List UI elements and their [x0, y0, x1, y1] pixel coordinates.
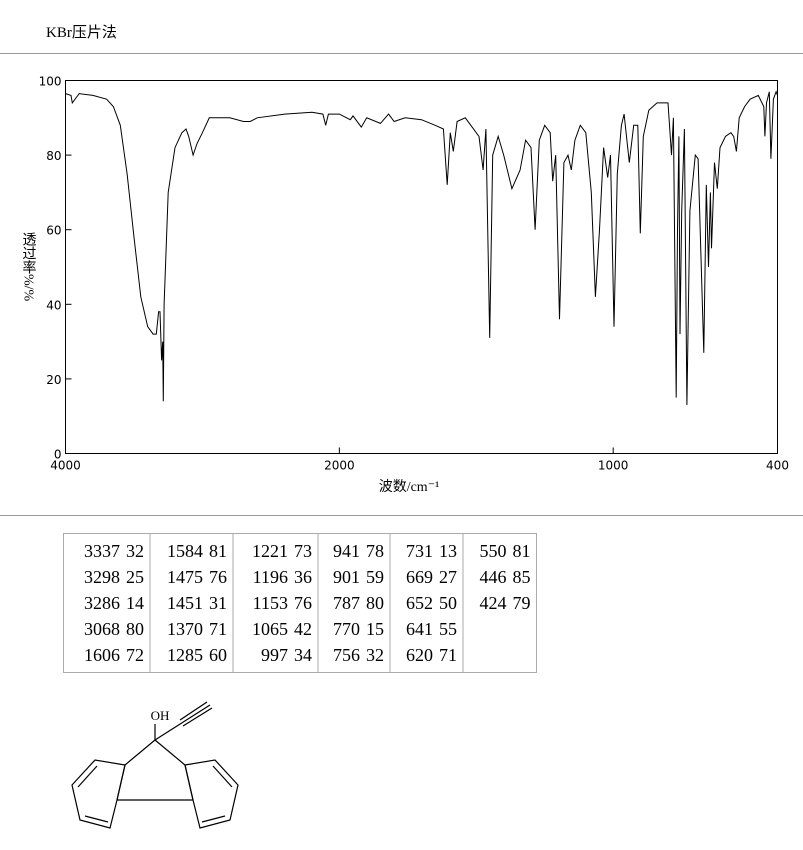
table-wavenumber: 641 [406, 619, 433, 639]
table-wavenumber: 1475 [167, 567, 203, 587]
table-transmittance: 80 [366, 593, 384, 613]
table-wavenumber: 1606 [84, 645, 120, 665]
table-wavenumber: 1285 [167, 645, 203, 665]
table-wavenumber: 1370 [167, 619, 203, 639]
table-transmittance: 27 [439, 567, 457, 587]
table-wavenumber: 3298 [84, 567, 120, 587]
spectrum-line [65, 90, 778, 406]
bond [116, 739, 156, 801]
table-wavenumber: 941 [333, 541, 360, 561]
table-transmittance: 73 [294, 541, 312, 561]
table-transmittance: 60 [209, 645, 227, 665]
x-axis-label: 波数/cm⁻¹ [379, 479, 440, 495]
bond [154, 704, 211, 741]
header-title: KBr压片法 [46, 24, 117, 41]
y-tick-label: 100 [39, 75, 62, 89]
table-transmittance: 13 [439, 541, 457, 561]
table-transmittance: 34 [294, 645, 312, 665]
table-wavenumber: 3068 [84, 619, 120, 639]
table-transmittance: 80 [126, 619, 144, 639]
x-tick-label: 4000 [50, 459, 81, 473]
table-wavenumber: 901 [333, 567, 360, 587]
x-tick-label: 2000 [324, 459, 355, 473]
peak-table [63, 533, 537, 673]
table-transmittance: 85 [513, 567, 531, 587]
plot-frame [65, 80, 778, 454]
table-transmittance: 42 [294, 619, 312, 639]
table-wavenumber: 446 [480, 567, 507, 587]
table-transmittance: 15 [366, 619, 384, 639]
table-wavenumber: 770 [333, 619, 360, 639]
table-wavenumber: 1584 [167, 541, 203, 561]
table-wavenumber: 997 [261, 645, 288, 665]
ring [71, 759, 126, 829]
table-transmittance: 72 [126, 645, 144, 665]
table-wavenumber: 424 [480, 593, 507, 613]
table-transmittance: 71 [209, 619, 227, 639]
y-tick-label: 20 [46, 373, 61, 387]
table-transmittance: 14 [126, 593, 144, 613]
table-wavenumber: 1196 [253, 567, 288, 587]
table-transmittance: 25 [126, 567, 144, 587]
table-wavenumber: 620 [406, 645, 433, 665]
bond [212, 765, 233, 788]
bond [84, 815, 109, 823]
x-tick-label: 1000 [598, 459, 629, 473]
table-transmittance: 81 [513, 541, 531, 561]
ring [184, 759, 239, 829]
atom-label: OH [151, 708, 170, 723]
structure [71, 701, 239, 829]
table-wavenumber: 1065 [252, 619, 288, 639]
table-transmittance: 78 [366, 541, 384, 561]
table-wavenumber: 652 [406, 593, 433, 613]
y-tick-label: 0 [54, 448, 62, 462]
y-axis-label: 透过率%/% [21, 232, 37, 302]
bond [154, 739, 194, 801]
table-wavenumber: 731 [406, 541, 433, 561]
table-transmittance: 76 [294, 593, 312, 613]
bond [201, 815, 226, 823]
table-transmittance: 59 [366, 567, 384, 587]
table-wavenumber: 550 [480, 541, 507, 561]
table-transmittance: 71 [439, 645, 457, 665]
table-wavenumber: 1451 [167, 593, 203, 613]
table-wavenumber: 1221 [252, 541, 288, 561]
table-transmittance: 81 [209, 541, 227, 561]
table-wavenumber: 669 [406, 567, 433, 587]
table-wavenumber: 3286 [84, 593, 120, 613]
table-transmittance: 55 [439, 619, 457, 639]
bond [179, 701, 208, 721]
table-wavenumber: 3337 [84, 541, 120, 561]
y-tick-label: 40 [46, 298, 61, 312]
table-transmittance: 32 [366, 645, 384, 665]
table-transmittance: 32 [126, 541, 144, 561]
bond [77, 765, 98, 788]
y-tick-label: 80 [46, 149, 61, 163]
table-wavenumber: 787 [333, 593, 360, 613]
x-tick-label: 400 [766, 459, 789, 473]
table-transmittance: 31 [209, 593, 227, 613]
table-transmittance: 50 [439, 593, 457, 613]
table-wavenumber: 756 [333, 645, 360, 665]
table-transmittance: 76 [209, 567, 227, 587]
table-wavenumber: 1153 [253, 593, 288, 613]
table-transmittance: 79 [513, 593, 531, 613]
y-tick-label: 60 [46, 224, 61, 238]
table-transmittance: 36 [294, 567, 312, 587]
bond [182, 707, 213, 727]
